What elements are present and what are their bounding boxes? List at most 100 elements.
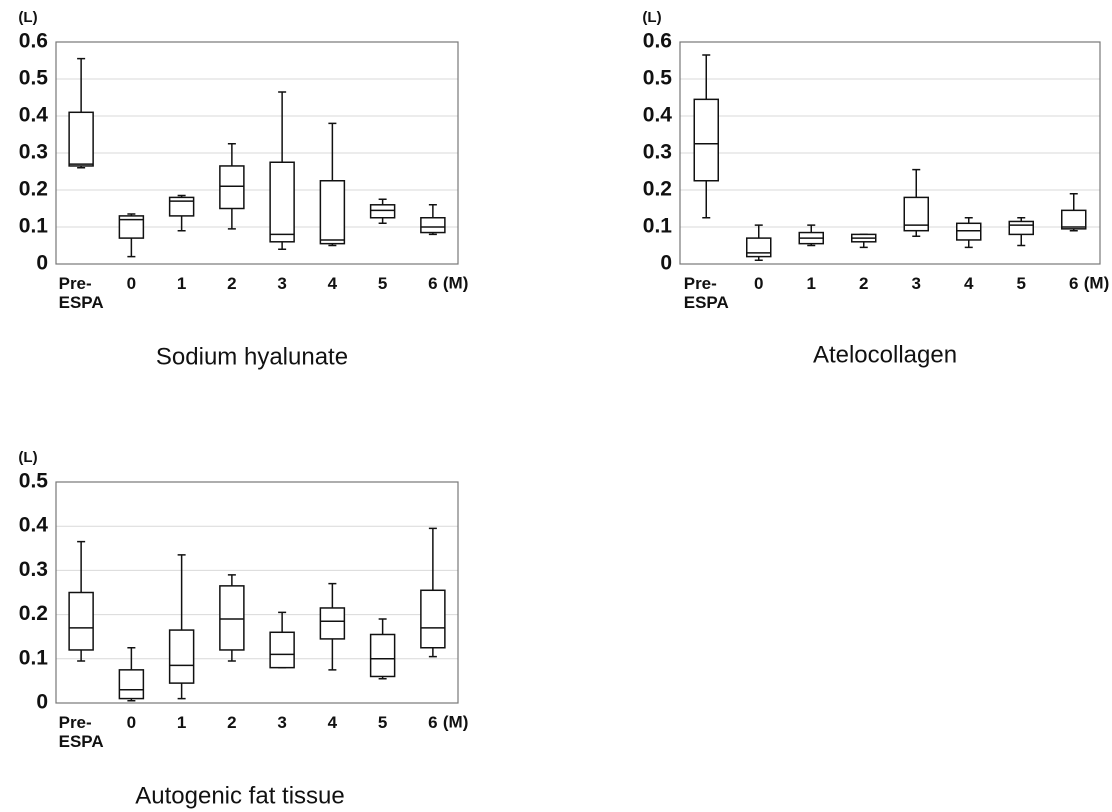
whisker-low (328, 638, 337, 671)
y-tick-label: 0.5 (19, 67, 49, 90)
x-tick-label: 4 (964, 274, 974, 293)
chart-title: Autogenic fat tissue (135, 782, 344, 809)
whisker-low (177, 215, 186, 232)
y-tick-label: 0.1 (19, 646, 49, 669)
whisker-low (378, 217, 387, 225)
box (219, 585, 245, 651)
y-tick-label: 0.1 (19, 215, 49, 238)
whisker-high (227, 143, 236, 166)
whisker-high (77, 540, 86, 593)
whisker-low (127, 238, 136, 258)
x-unit: (M) (443, 712, 468, 731)
whisker-low (77, 649, 86, 662)
x-tick-label: 2 (859, 274, 869, 293)
x-unit: (M) (443, 273, 468, 292)
whisker-low (428, 647, 437, 658)
x-unit: (M) (1084, 273, 1109, 292)
plot-frame (55, 481, 459, 704)
y-tick-label: 0 (36, 691, 48, 714)
whisker-high (177, 554, 186, 631)
x-tick-label: 6 (1069, 274, 1079, 293)
whisker-high (912, 168, 921, 198)
x-tick-label: 0 (126, 713, 137, 732)
y-tick-label: 0.3 (643, 141, 672, 164)
whisker-high (278, 611, 287, 633)
y-unit: (L) (18, 9, 37, 26)
chart-title: Atelocollagen (813, 341, 957, 368)
whisker-high (428, 204, 437, 218)
whisker-low (912, 230, 921, 237)
whisker-low (964, 239, 973, 249)
x-tick-label: 2 (227, 713, 237, 732)
whisker-high (378, 198, 387, 205)
x-tick-label: 1 (806, 274, 816, 293)
box (956, 222, 982, 241)
whisker-high (328, 122, 337, 181)
x-tick-label: 1 (176, 274, 187, 293)
box (693, 98, 719, 182)
x-tick-label: 6 (428, 713, 438, 732)
y-tick-label: 0 (660, 252, 672, 275)
x-tick-label: 6 (428, 274, 438, 293)
whisker-high (428, 527, 437, 591)
box (1061, 209, 1087, 230)
x-tick-label: 4 (327, 713, 338, 732)
whisker-high (278, 91, 287, 163)
whisker-high (754, 224, 763, 239)
whisker-low (859, 241, 868, 249)
y-tick-label: 0.5 (643, 67, 673, 90)
x-tick-label: 5 (377, 274, 388, 293)
box (118, 669, 145, 700)
box (168, 196, 195, 217)
x-tick-label: 5 (377, 713, 388, 732)
y-tick-label: 0.2 (19, 602, 48, 625)
box (168, 629, 195, 684)
whisker-high (702, 54, 711, 100)
box (68, 111, 94, 167)
y-tick-label: 0.4 (19, 514, 49, 537)
y-tick-label: 0.5 (19, 470, 49, 493)
box (1008, 220, 1034, 236)
box (746, 237, 772, 258)
x-tick-label: 4 (327, 274, 338, 293)
whisker-high (807, 224, 816, 233)
box (319, 607, 346, 640)
box (269, 161, 295, 243)
y-tick-label: 0.4 (19, 104, 49, 127)
y-unit: (L) (642, 9, 661, 26)
y-tick-label: 0.3 (19, 141, 48, 164)
plot-frame (55, 41, 459, 265)
x-tick-label: 3 (277, 274, 287, 293)
box (420, 589, 446, 649)
y-tick-label: 0.4 (643, 104, 673, 127)
y-tick-label: 0.2 (643, 178, 672, 201)
whisker-high (964, 217, 973, 224)
box (219, 165, 245, 210)
y-tick-label: 0 (36, 252, 48, 275)
y-tick-label: 0.1 (643, 215, 673, 238)
x-tick-label: 1 (176, 713, 187, 732)
whisker-low (702, 180, 711, 219)
whisker-low (278, 241, 287, 250)
box (420, 217, 446, 234)
box (269, 631, 295, 669)
x-tick-label: 0 (754, 274, 764, 293)
y-unit: (L) (18, 449, 37, 466)
whisker-high (378, 618, 387, 635)
box (118, 215, 145, 239)
chart-title: Sodium hyalunate (156, 343, 348, 370)
y-tick-label: 0.3 (19, 558, 48, 581)
box (68, 591, 94, 651)
x-tick-label: 5 (1016, 274, 1026, 293)
plot-frame (679, 41, 1101, 265)
whisker-high (328, 582, 337, 608)
whisker-high (127, 647, 136, 670)
whisker-high (1069, 192, 1078, 211)
x-tick-label: 2 (227, 274, 237, 293)
x-tick-label: 3 (277, 713, 287, 732)
whisker-low (227, 208, 236, 230)
x-tick-label: 0 (126, 274, 137, 293)
box (369, 633, 396, 678)
x-tick-label: 3 (911, 274, 921, 293)
